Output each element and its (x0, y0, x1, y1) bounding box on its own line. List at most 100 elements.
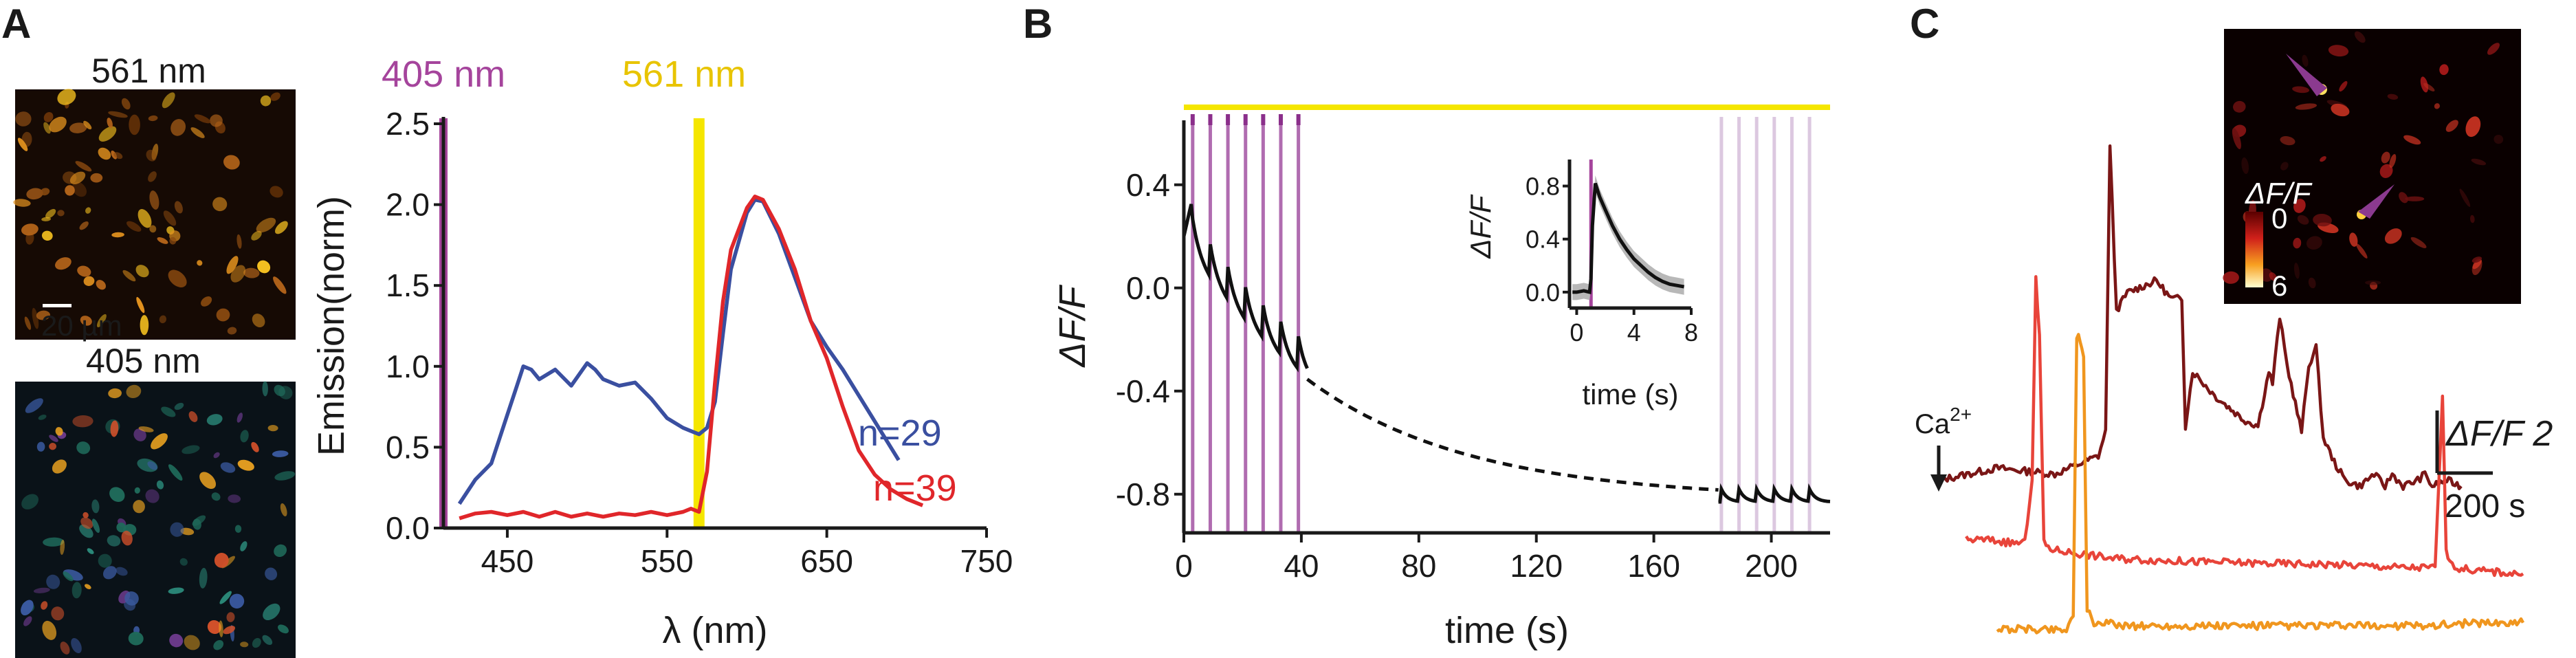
y-tick-label: 0.4 (1126, 167, 1170, 203)
cell-blob (2331, 103, 2350, 117)
cell-blob (2223, 271, 2239, 284)
cell-blob (24, 316, 32, 330)
cell-blob (199, 567, 208, 589)
legend-entry-n39: n=39 (873, 468, 957, 509)
cell-blob (136, 296, 145, 314)
cell-blob (236, 413, 243, 423)
cell-blob (226, 612, 235, 622)
scale-bar (43, 304, 71, 307)
cell-blob (2269, 272, 2277, 281)
cell-blob (2405, 196, 2425, 201)
cell-blob (219, 620, 223, 637)
x-tick-label: 40 (1284, 548, 1319, 584)
cell-blob (2487, 43, 2500, 55)
inset-trace-line (1572, 182, 1685, 294)
x-tick-label: 0 (1175, 548, 1193, 584)
calcium-trace (1938, 144, 2463, 492)
cell-blob (60, 641, 70, 655)
cell-blob (188, 411, 198, 422)
cell-blob (170, 119, 186, 136)
cell-blob (252, 314, 265, 328)
cell-blob (91, 499, 100, 514)
illumination-561-bar (1184, 105, 1830, 110)
cell-blob (2365, 280, 2381, 285)
cell-blob (82, 512, 89, 518)
cell-blob (2302, 54, 2309, 67)
y-tick-label: 2.5 (386, 106, 430, 142)
cell-blob (272, 450, 289, 457)
inset-x-tick-label: 0 (1570, 318, 1583, 347)
cell-blob (170, 522, 184, 537)
trace-dashed-line (1306, 377, 1719, 492)
cell-blob (2445, 120, 2458, 132)
stimulus-arrow-icon (1930, 446, 1947, 492)
pulse-405-faded (1719, 117, 1724, 533)
cell-blob (256, 217, 276, 233)
cell-blob (278, 624, 289, 634)
cell-blob (13, 199, 31, 207)
cell-blob (45, 208, 56, 219)
cell-blob (2472, 256, 2483, 263)
cell-blob (60, 540, 65, 555)
trace-late-line (1718, 483, 1831, 504)
cell-blob (2469, 215, 2475, 223)
cell-blob (108, 111, 128, 118)
cell-blob (219, 591, 232, 604)
cell-blob (126, 384, 142, 399)
cell-blob (236, 234, 242, 249)
cell-blob (207, 619, 221, 635)
cell-blob (169, 237, 177, 245)
x-tick-label: 80 (1401, 548, 1436, 584)
inset-y-axis-label: ΔF/F (1464, 194, 1497, 259)
cell-blob (75, 161, 92, 172)
cell-blob (211, 492, 221, 501)
cell-blob (49, 435, 58, 442)
stimulus-label: Ca2+ (1915, 404, 1972, 439)
cell-blob (223, 155, 240, 170)
pulse-405 (1226, 117, 1230, 533)
cell-blob (274, 544, 287, 558)
panel-letter-b: B (1023, 1, 1053, 47)
cell-blob (2233, 100, 2246, 113)
cell-blob (49, 442, 56, 450)
pulse-405-mark (1190, 114, 1195, 125)
cell-blob (240, 430, 249, 443)
cell-blob (212, 197, 228, 212)
cell-blob (2349, 232, 2358, 247)
y-tick-label: 0.0 (386, 510, 430, 546)
cell-blob (2389, 154, 2397, 168)
cell-blob (133, 500, 145, 514)
inset-y-tick-label: 0.8 (1526, 173, 1560, 201)
pulse-405-faded (1772, 117, 1776, 533)
y-axis-label: Emission(norm) (311, 196, 352, 456)
cell-blob (201, 296, 212, 307)
cell-blob (43, 537, 65, 547)
cell-blob (213, 452, 220, 459)
cell-blob (2308, 277, 2316, 289)
x-tick-label: 450 (481, 543, 534, 579)
cell-blob (129, 114, 140, 135)
pulse-405 (1244, 117, 1248, 533)
cell-blob (135, 265, 149, 278)
cell-blob (108, 388, 122, 399)
pulse-405 (1297, 117, 1301, 533)
cell-blob (63, 571, 74, 582)
cell-blob (194, 114, 211, 124)
cell-blob (57, 89, 76, 105)
cell-blob (2293, 237, 2302, 249)
cell-blob (262, 635, 273, 645)
scale-bar-label: 20 µm (41, 309, 122, 342)
cell-blob (84, 584, 91, 590)
cell-blob (116, 523, 126, 533)
cell-blob (41, 217, 51, 221)
cell-blob (2297, 215, 2309, 225)
cell-blob (181, 445, 200, 454)
pulse-405-mark (1243, 114, 1248, 125)
cell-blob (43, 122, 51, 134)
series-line (459, 195, 924, 520)
cell-blob (98, 553, 112, 568)
calcium-trace (1965, 275, 2524, 578)
y-tick-label: 0.5 (386, 429, 430, 465)
cell-blob (151, 433, 168, 450)
colorbar (2245, 212, 2263, 287)
